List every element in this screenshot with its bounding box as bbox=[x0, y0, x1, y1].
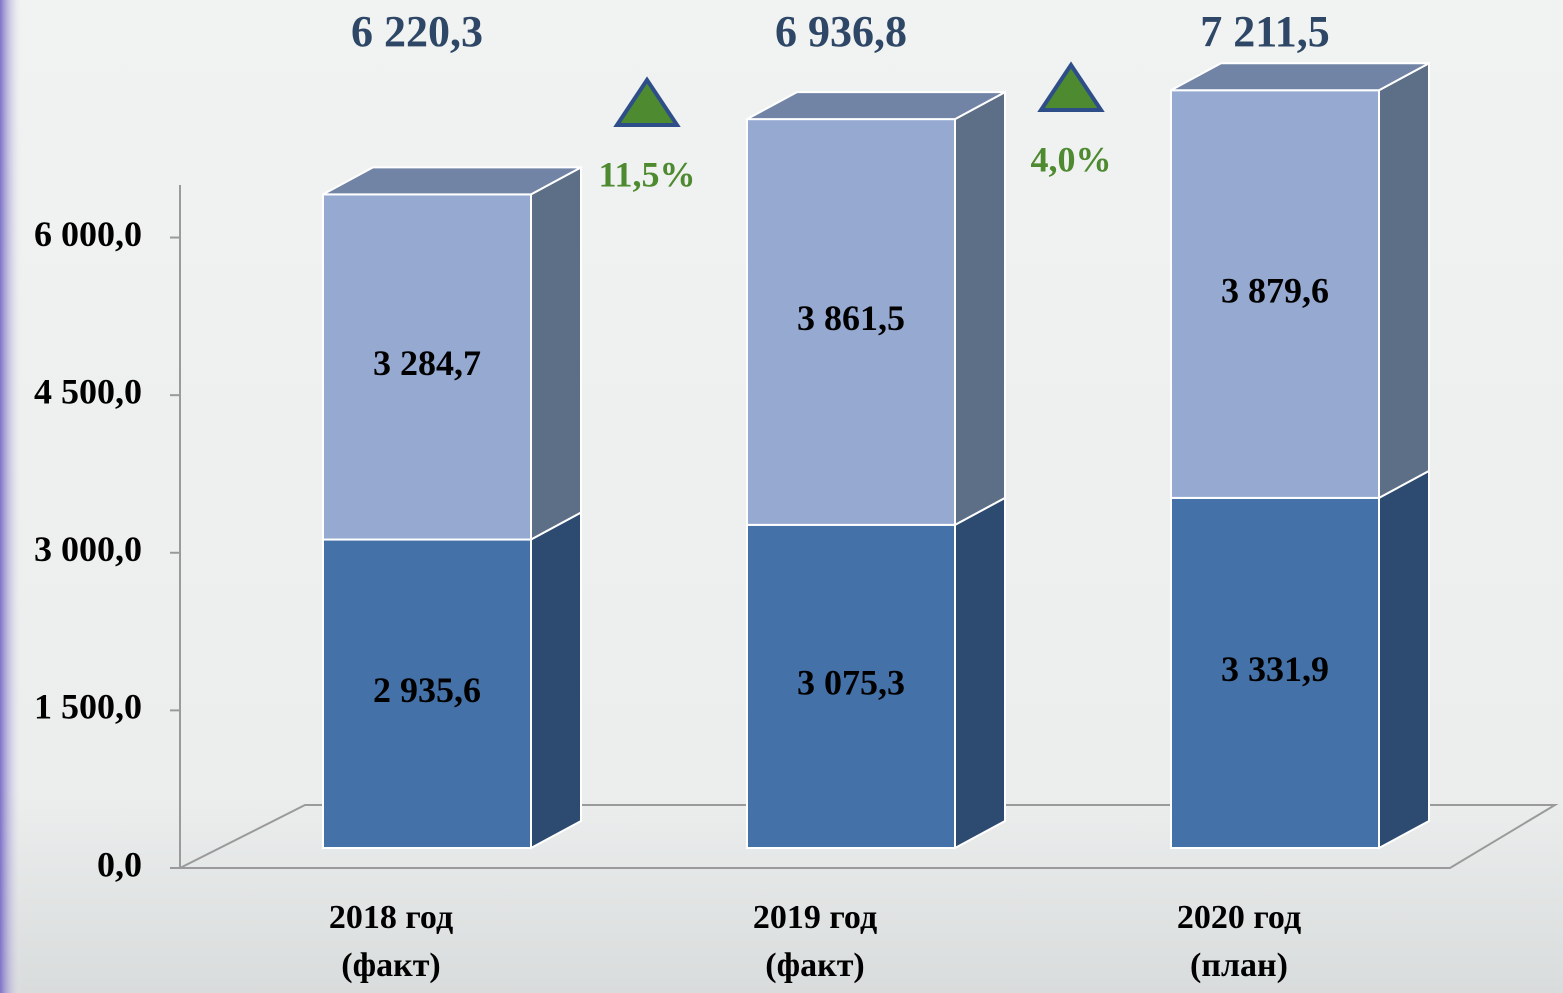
bar-side bbox=[1379, 471, 1429, 848]
y-tick-label: 0,0 bbox=[97, 844, 142, 884]
x-tick-label: 2019 год bbox=[753, 899, 877, 936]
value-label: 3 075,3 bbox=[797, 663, 905, 703]
y-tick-label: 3 000,0 bbox=[34, 529, 142, 569]
x-tick-label: 2018 год bbox=[329, 899, 453, 936]
edge bbox=[0, 0, 22, 993]
x-tick-label: (факт) bbox=[765, 947, 864, 984]
y-tick-label: 1 500,0 bbox=[34, 687, 142, 727]
x-tick-label: (факт) bbox=[341, 947, 440, 984]
growth-label: 11,5% bbox=[598, 154, 695, 194]
value-label: 2 935,6 bbox=[373, 670, 481, 710]
page: 0,0 1 500,0 3 000,0 4 500,0 6 000,0 2 935,6 3 … bbox=[0, 0, 1563, 993]
total-label: 7 211,5 bbox=[1200, 7, 1330, 56]
total-label: 6 936,8 bbox=[775, 7, 907, 56]
growth-label: 4,0% bbox=[1031, 139, 1112, 179]
value-label: 3 284,7 bbox=[373, 343, 481, 383]
chart: 0,0 1 500,0 3 000,0 4 500,0 6 000,0 2 935,6 3 … bbox=[0, 0, 1563, 993]
total-label: 6 220,3 bbox=[351, 7, 483, 56]
bar-side bbox=[1379, 63, 1429, 498]
value-label: 3 861,5 bbox=[797, 298, 905, 338]
y-tick-label: 4 500,0 bbox=[34, 371, 142, 411]
value-label: 3 879,6 bbox=[1221, 270, 1329, 310]
value-label: 3 331,9 bbox=[1221, 649, 1329, 689]
x-tick-label: 2020 год bbox=[1177, 899, 1301, 936]
x-tick-label: (план) bbox=[1190, 947, 1288, 984]
bar-side bbox=[531, 513, 581, 848]
y-tick-label: 6 000,0 bbox=[34, 214, 142, 254]
bar-side bbox=[955, 92, 1005, 525]
bar-side bbox=[531, 167, 581, 539]
bar-side bbox=[955, 498, 1005, 848]
